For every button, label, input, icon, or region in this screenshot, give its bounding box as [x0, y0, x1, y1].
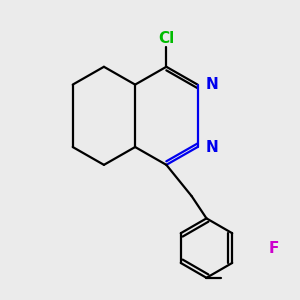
- Text: Cl: Cl: [158, 31, 175, 46]
- Text: N: N: [206, 140, 219, 154]
- Text: F: F: [268, 241, 278, 256]
- Text: N: N: [206, 77, 219, 92]
